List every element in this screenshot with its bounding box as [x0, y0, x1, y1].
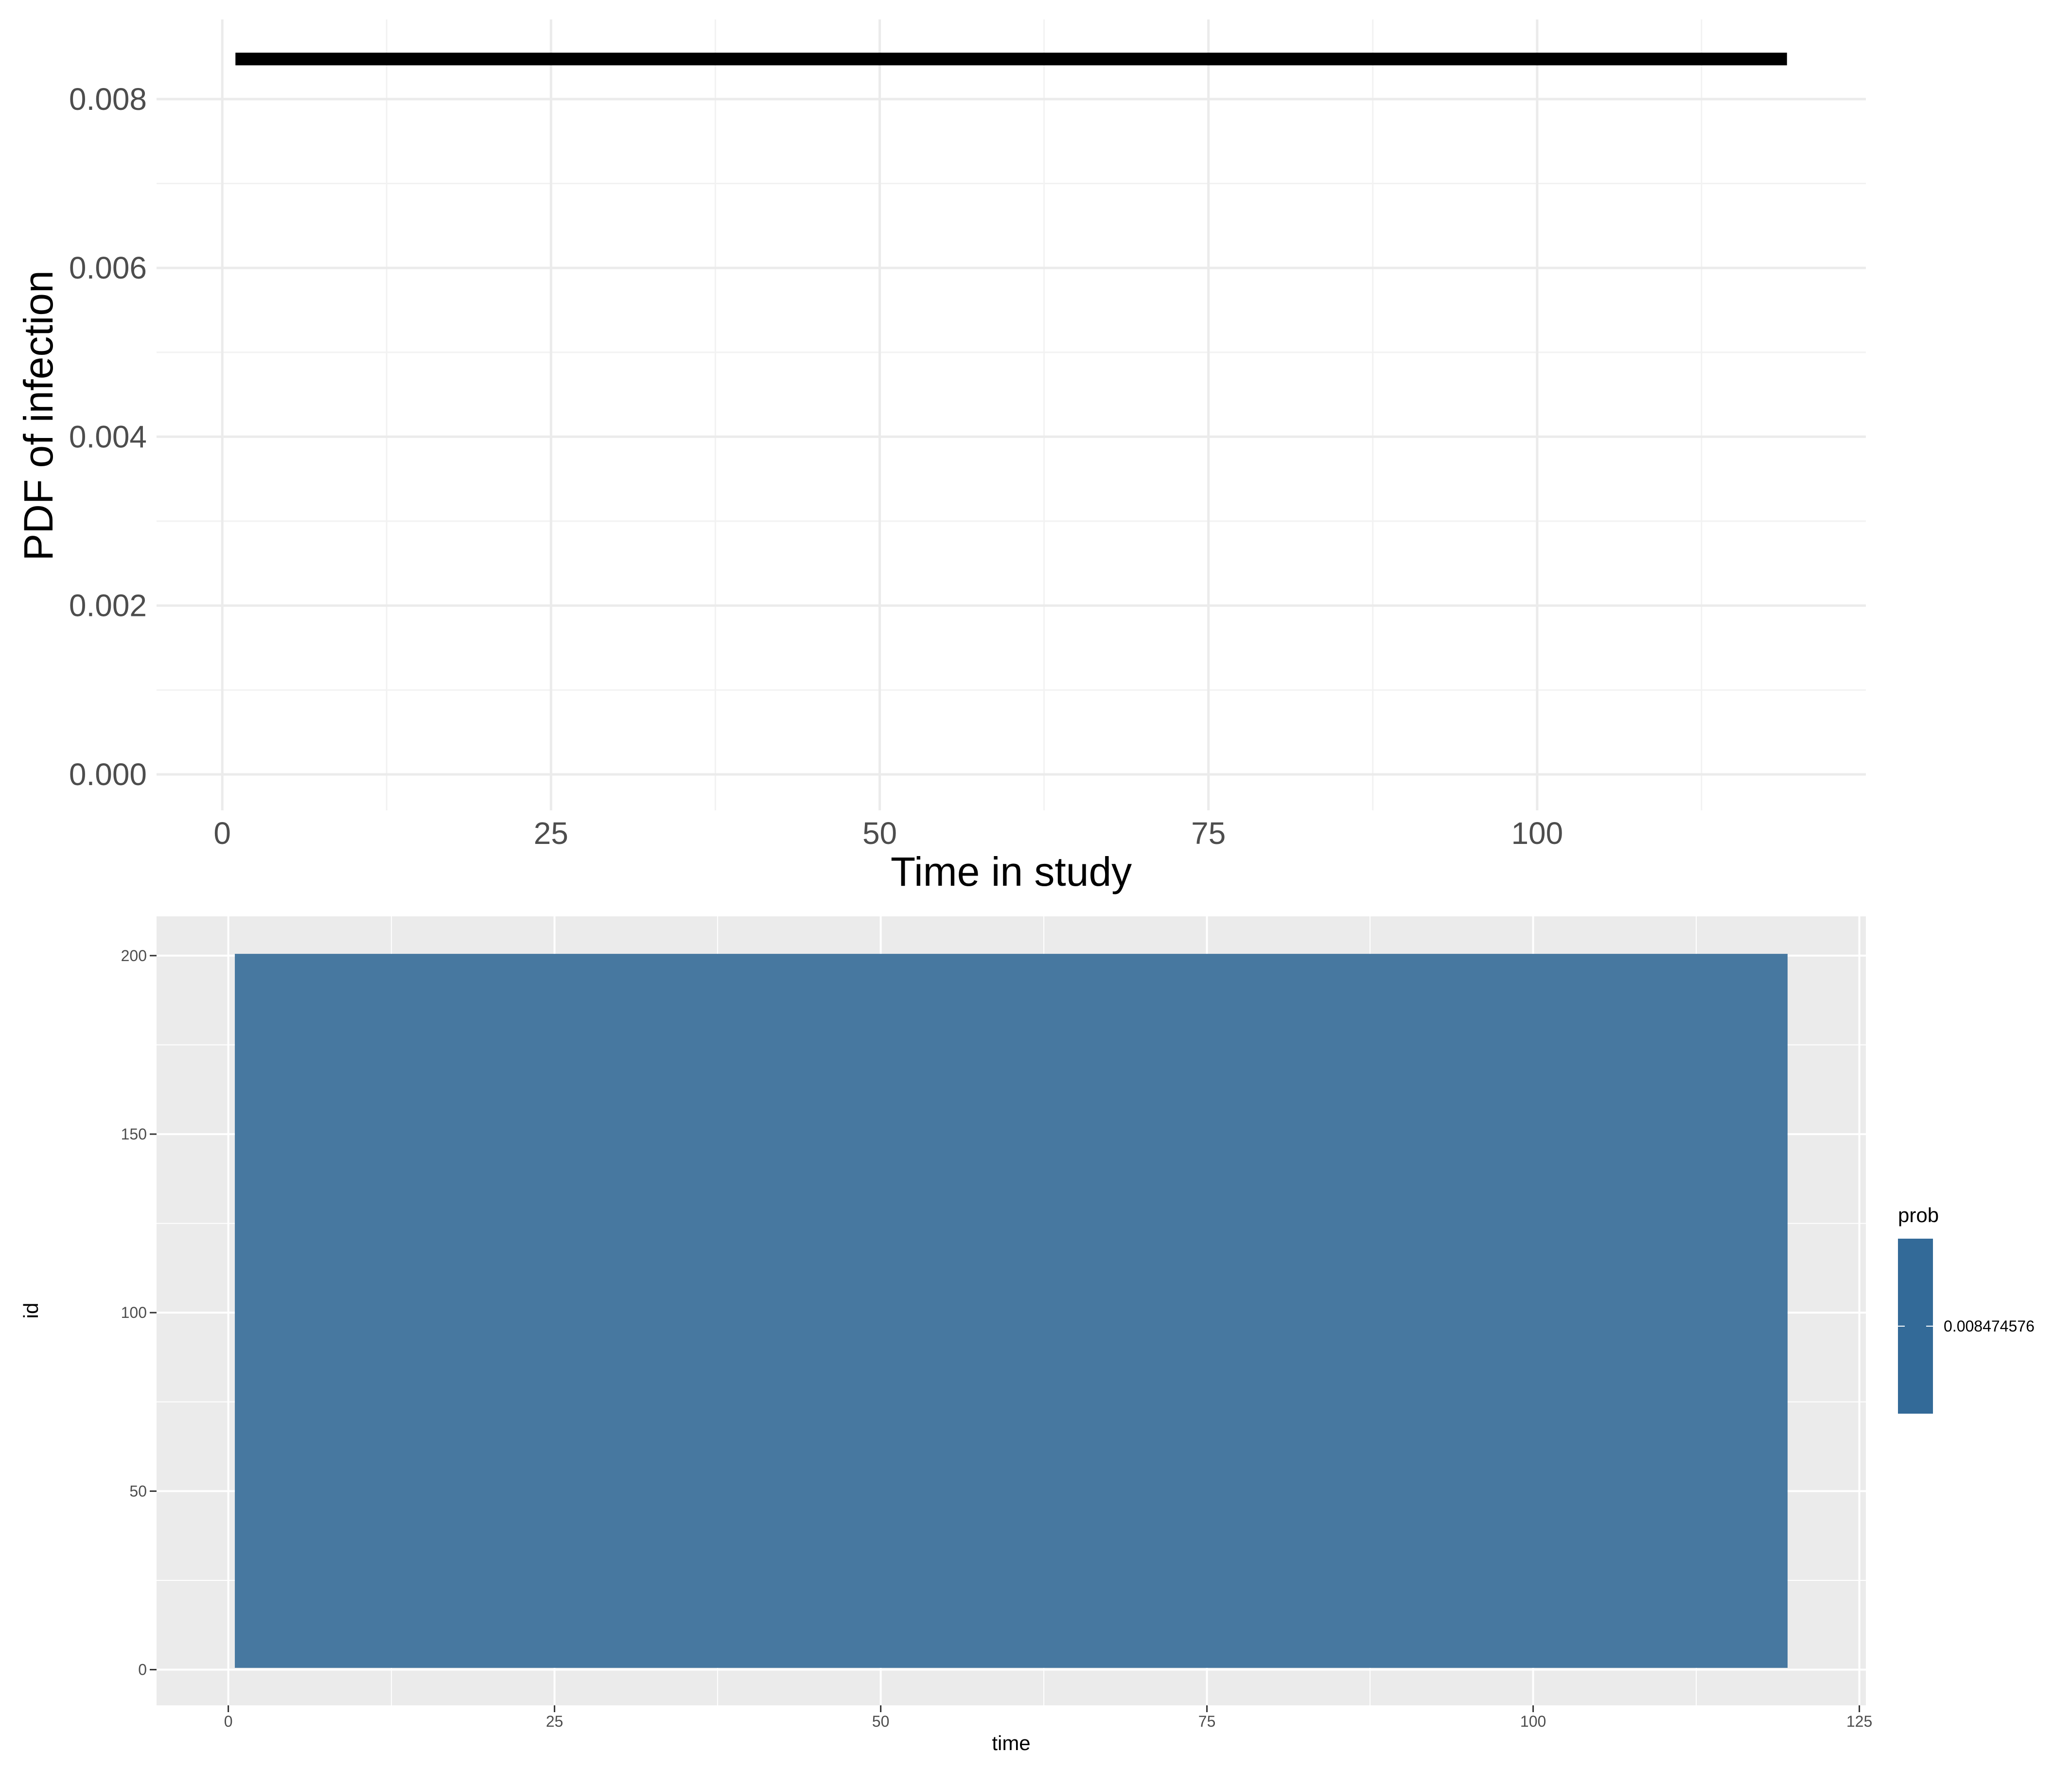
- x-tick-label: 75: [1198, 1713, 1216, 1730]
- y-axis-title: id: [19, 1303, 42, 1319]
- x-tick-label: 50: [862, 816, 897, 851]
- y-tick-label: 50: [129, 1482, 147, 1500]
- x-axis-title: Time in study: [891, 849, 1132, 894]
- x-axis-title: time: [992, 1732, 1030, 1754]
- x-tick-label: 125: [1846, 1713, 1872, 1730]
- y-tick-label: 0.004: [69, 419, 147, 454]
- y-tick-label: 0.002: [69, 588, 147, 623]
- y-tick-label: 0.008: [69, 82, 147, 117]
- x-tick-label: 25: [534, 816, 568, 851]
- x-tick-label: 75: [1191, 816, 1226, 851]
- x-tick-label: 0: [213, 816, 231, 851]
- y-tick-label: 0.006: [69, 250, 147, 285]
- heatmap-panel: 0 25 50 75 100 125 0 50 100 150 200 time id prob 0.008…: [19, 916, 2035, 1754]
- y-tick-label: 200: [121, 947, 147, 964]
- y-axis-title: PDF of infection: [16, 270, 61, 561]
- x-tick-label: 100: [1511, 816, 1563, 851]
- pdf-panel: 0 25 50 75 100 0.000 0.002 0.004 0.006 0.008 Time …: [16, 19, 1866, 894]
- y-tick-label: 100: [121, 1304, 147, 1321]
- y-tick-label: 150: [121, 1125, 147, 1143]
- legend-label: 0.008474576: [1944, 1317, 2035, 1335]
- x-tick-label: 25: [546, 1713, 563, 1730]
- legend-title: prob: [1898, 1204, 1939, 1227]
- x-tick-label: 100: [1520, 1713, 1546, 1730]
- y-tick-label: 0: [138, 1661, 147, 1679]
- x-tick-label: 50: [872, 1713, 890, 1730]
- y-tick-label: 0.000: [69, 757, 147, 792]
- heatmap-tile: [235, 954, 1788, 1668]
- x-tick-label: 0: [224, 1713, 233, 1730]
